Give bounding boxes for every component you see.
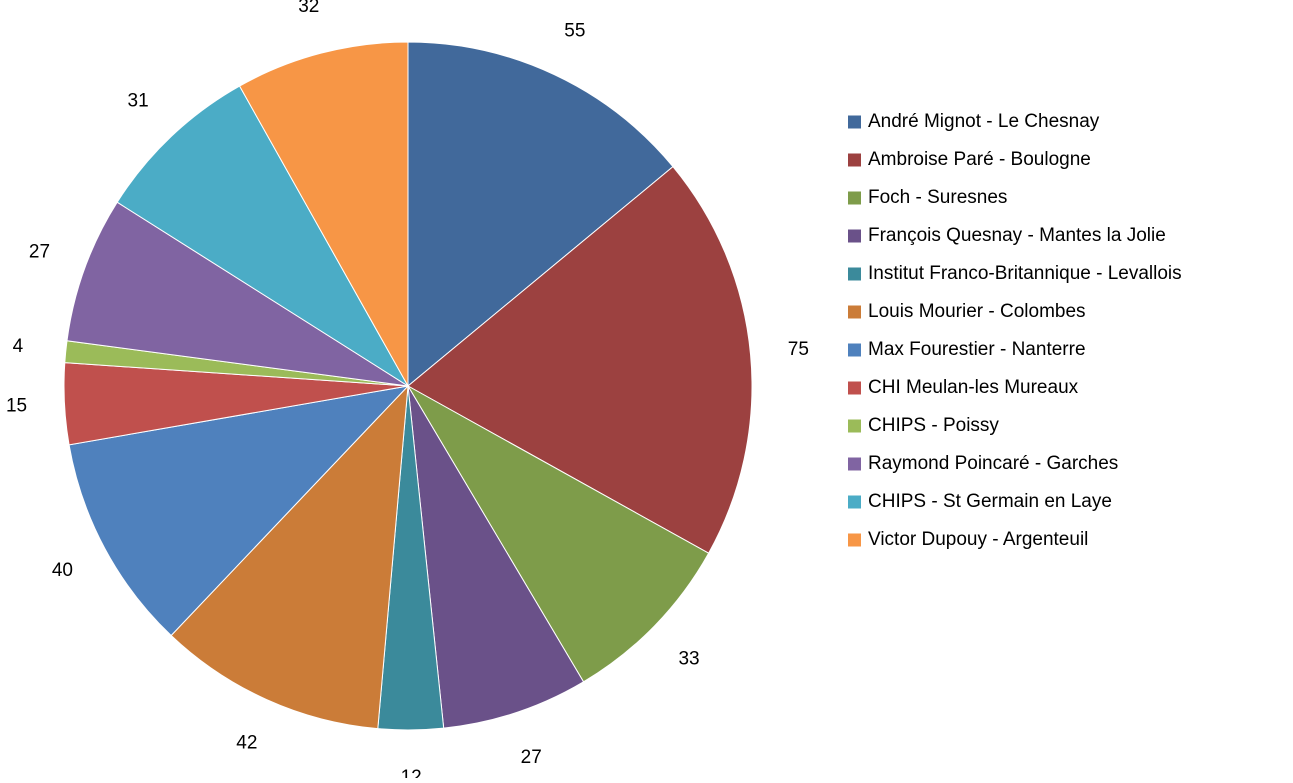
data-label: 27 bbox=[521, 747, 542, 768]
data-label: 40 bbox=[52, 560, 73, 581]
legend-swatch bbox=[848, 381, 861, 395]
data-label: 33 bbox=[678, 648, 699, 669]
pie-slice bbox=[406, 384, 710, 683]
legend-label: Institut Franco-Britannique - Levallois bbox=[868, 263, 1182, 284]
pie-slice bbox=[238, 41, 409, 388]
legend-swatch bbox=[848, 533, 861, 547]
pie-slice bbox=[407, 385, 585, 729]
data-label: 12 bbox=[401, 767, 422, 778]
legend-swatch bbox=[848, 115, 861, 129]
legend-label: Raymond Poincaré - Garches bbox=[868, 453, 1118, 474]
legend-swatch bbox=[848, 267, 861, 281]
legend-label: François Quesnay - Mantes la Jolie bbox=[868, 225, 1166, 246]
legend-label: Louis Mourier - Colombes bbox=[868, 301, 1086, 322]
legend-swatch bbox=[848, 229, 861, 243]
pie-slice bbox=[116, 85, 409, 387]
legend-label: Max Fourestier - Nanterre bbox=[868, 339, 1086, 360]
data-label: 75 bbox=[788, 339, 809, 360]
data-label: 4 bbox=[13, 336, 24, 357]
data-label: 31 bbox=[128, 91, 149, 112]
legend-label: Victor Dupouy - Argenteuil bbox=[868, 529, 1088, 550]
legend-swatch bbox=[848, 495, 861, 509]
legend-label: Ambroise Paré - Boulogne bbox=[868, 149, 1091, 170]
legend-label: CHI Meulan-les Mureaux bbox=[868, 377, 1079, 398]
pie-slice bbox=[407, 165, 753, 554]
data-label: 55 bbox=[564, 20, 585, 41]
pie-slice bbox=[66, 201, 409, 387]
data-label: 32 bbox=[298, 0, 319, 17]
legend-label: CHIPS - St Germain en Laye bbox=[868, 491, 1112, 512]
pie-slice bbox=[68, 385, 410, 637]
legend-swatch bbox=[848, 191, 861, 205]
legend-swatch bbox=[848, 343, 861, 357]
legend-swatch bbox=[848, 305, 861, 319]
legend-swatch bbox=[848, 457, 861, 471]
data-label: 42 bbox=[236, 732, 257, 753]
legend-swatch bbox=[848, 153, 861, 167]
legend-label: Foch - Suresnes bbox=[868, 187, 1007, 208]
data-label: 15 bbox=[6, 395, 27, 416]
pie-slice bbox=[170, 384, 409, 730]
data-label: 27 bbox=[29, 241, 50, 262]
pie-slice bbox=[407, 41, 674, 388]
legend-swatch bbox=[848, 419, 861, 433]
legend-label: CHIPS - Poissy bbox=[868, 415, 999, 436]
legend-label: André Mignot - Le Chesnay bbox=[868, 111, 1100, 132]
